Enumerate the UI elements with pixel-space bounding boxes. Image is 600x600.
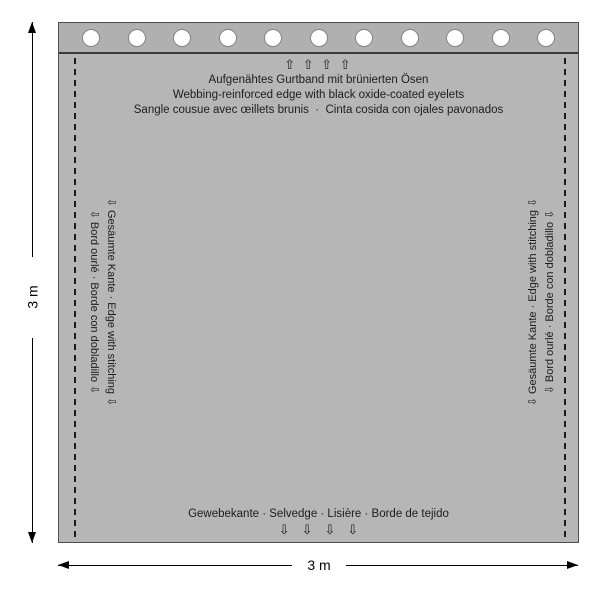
eyelet-icon	[127, 28, 146, 47]
left-edge-label-line2: ⇩ Bord ourlé · Borde con dobladillo ⇩	[88, 209, 100, 395]
arrowhead-up-icon	[28, 22, 36, 33]
top-edge-label-fr-es: Sangle cousue avec œillets brunis · Cint…	[133, 104, 504, 116]
bottom-edge-label: Gewebekante · Selvedge · Lisière · Borde…	[188, 508, 449, 520]
up-arrows-icon: ⇧ ⇧ ⇧ ⇧	[284, 57, 353, 72]
left-edge-annotation: ⇩ Gesäumte Kante · Edge with stitching ⇩…	[83, 172, 119, 432]
top-edge-label-de: Aufgenähtes Gurtband mit brünierten Ösen	[208, 74, 429, 86]
height-dimension-label: 3 m	[24, 285, 41, 309]
eyelet-icon	[309, 28, 328, 47]
eyelet-icon	[173, 28, 191, 47]
right-edge-label-line2: ⇩ Bord ourlé · Borde con dobladillo ⇩	[544, 209, 556, 395]
arrowhead-left-icon	[58, 561, 69, 569]
eyelet-icon	[400, 28, 419, 47]
width-dimension-label: 3 m	[307, 557, 331, 573]
left-edge-label-line1: ⇩ Gesäumte Kante · Edge with stitching ⇩	[105, 197, 117, 407]
bottom-edge-annotation: Gewebekante · Selvedge · Lisière · Borde…	[59, 507, 578, 538]
stitch-line-right	[564, 58, 566, 540]
eyelet-icon	[82, 28, 100, 47]
top-edge-annotation: ⇧ ⇧ ⇧ ⇧ Aufgenähtes Gurtband mit brünier…	[59, 57, 578, 118]
eyelet-icon	[355, 28, 373, 47]
webbing-band	[59, 23, 578, 54]
top-edge-label-en: Webbing-reinforced edge with black oxide…	[172, 89, 465, 101]
arrowhead-right-icon	[567, 561, 578, 569]
eyelet-icon	[491, 28, 510, 47]
eyelet-icon	[218, 28, 237, 47]
width-dimension-line-right	[346, 565, 578, 566]
arrowhead-down-icon	[28, 532, 36, 543]
eyelet-icon	[264, 28, 282, 47]
width-dimension-line-left	[58, 565, 292, 566]
fabric-panel: ⇧ ⇧ ⇧ ⇧ Aufgenähtes Gurtband mit brünier…	[58, 22, 579, 543]
height-dimension-line-lower	[32, 338, 33, 543]
right-edge-annotation: ⇩ Gesäumte Kante · Edge with stitching ⇩…	[525, 172, 561, 432]
eyelet-icon	[446, 28, 464, 47]
right-edge-label-line1: ⇩ Gesäumte Kante · Edge with stitching ⇩	[527, 197, 539, 407]
eyelet-icon	[537, 28, 555, 47]
down-arrows-icon: ⇩⇩⇩⇩	[278, 522, 371, 537]
height-dimension-line-upper	[32, 22, 33, 257]
stitch-line-left	[74, 58, 76, 540]
